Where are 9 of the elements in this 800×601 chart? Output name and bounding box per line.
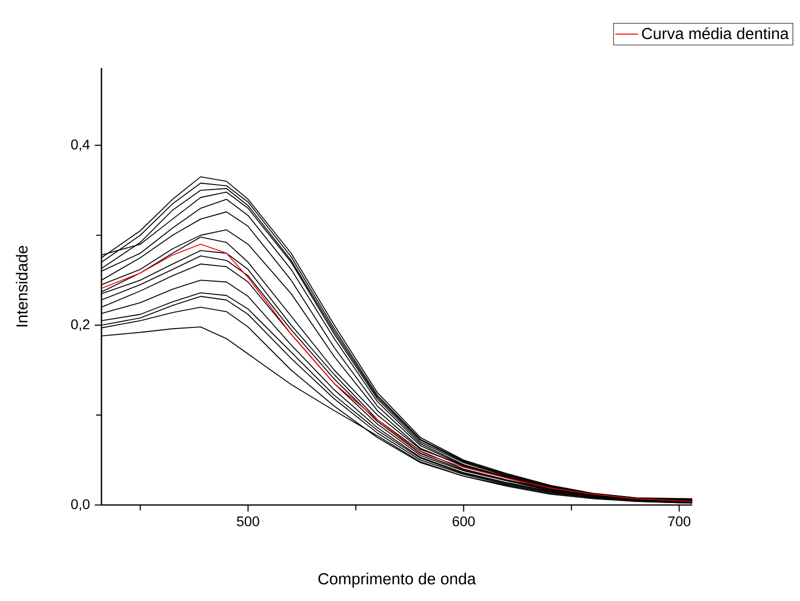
y-axis-title: Intensidade (16, 246, 28, 326)
y-tick-label: 0,2 (71, 319, 90, 331)
x-axis-title: Comprimento de onda (318, 572, 476, 588)
x-tick-label: 700 (668, 516, 690, 526)
y-tick-label: 0,0 (71, 499, 90, 511)
x-tick-label: 500 (236, 516, 260, 526)
x-tick-label: 600 (452, 516, 475, 526)
legend-label: Curva média dentina (642, 27, 789, 40)
y-tick-label: 0,4 (71, 140, 90, 152)
